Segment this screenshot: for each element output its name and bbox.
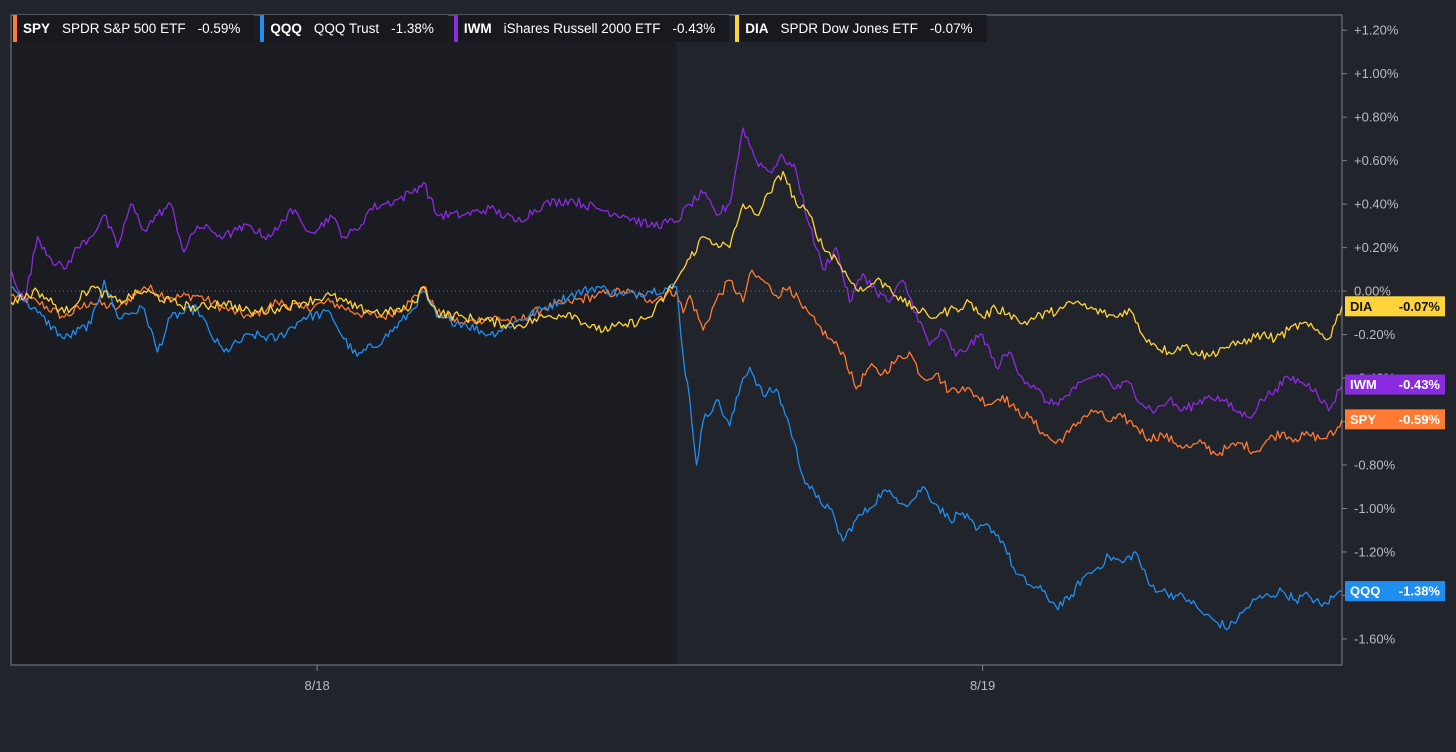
tag-background	[1345, 374, 1445, 395]
x-tick-label: 8/19	[970, 678, 995, 693]
y-tick-label: +0.20%	[1354, 240, 1399, 255]
last-value-tags: SPY -0.59% QQQ -1.38% IWM -0.43% DIA -0.07%	[1345, 296, 1445, 602]
tag-value: -0.59%	[1399, 412, 1441, 427]
series-lines	[10, 127, 1343, 631]
legend-swatch	[735, 15, 740, 42]
legend: SPY SPDR S&P 500 ETF -0.59% QQQ QQQ Trus…	[13, 15, 993, 42]
tag-background	[1345, 296, 1445, 317]
tag-value: -0.43%	[1399, 377, 1441, 392]
legend-item-dia[interactable]: DIA SPDR Dow Jones ETF -0.07%	[735, 15, 987, 42]
y-tick-label: 0.00%	[1354, 284, 1391, 299]
y-tick-label: +1.20%	[1354, 23, 1399, 38]
legend-change: -1.38%	[391, 21, 434, 36]
legend-item-iwm[interactable]: IWM iShares Russell 2000 ETF -0.43%	[453, 15, 730, 42]
tag-symbol: SPY	[1350, 412, 1376, 427]
premarket-shade	[11, 15, 677, 665]
legend-name: SPDR Dow Jones ETF	[780, 21, 918, 36]
legend-name: SPDR S&P 500 ETF	[62, 21, 186, 36]
tag-symbol: IWM	[1350, 377, 1377, 392]
y-axis: +1.20% +1.00% +0.80% +0.60% +0.40% +0.20% 0.00…	[1342, 23, 1399, 646]
y-tick-label: -1.60%	[1354, 631, 1396, 646]
last-value-tag-iwm: IWM -0.43%	[1345, 374, 1445, 395]
legend-symbol: DIA	[745, 21, 769, 36]
legend-name: iShares Russell 2000 ETF	[503, 21, 661, 36]
x-tick-label: 8/18	[304, 678, 329, 693]
legend-change: -0.59%	[197, 21, 241, 36]
x-axis: 8/18 8/19	[304, 665, 995, 693]
legend-swatch	[453, 15, 458, 42]
series-line-iwm[interactable]	[10, 127, 1343, 419]
legend-change: -0.43%	[672, 21, 716, 36]
legend-symbol: IWM	[463, 21, 492, 36]
y-tick-label: -0.20%	[1354, 327, 1396, 342]
legend-name: QQQ Trust	[313, 21, 380, 36]
y-tick-label: +1.00%	[1354, 66, 1399, 81]
y-tick-label: +0.80%	[1354, 110, 1399, 125]
y-tick-label: -1.00%	[1354, 501, 1396, 516]
y-tick-label: -0.80%	[1354, 458, 1396, 473]
legend-swatch	[13, 15, 17, 42]
last-value-tag-dia: DIA -0.07%	[1345, 296, 1445, 317]
legend-change: -0.07%	[929, 21, 973, 36]
tag-symbol: QQQ	[1350, 584, 1380, 599]
legend-symbol: QQQ	[270, 21, 302, 36]
series-line-dia[interactable]	[10, 170, 1343, 360]
y-tick-label: -1.20%	[1354, 544, 1396, 559]
series-line-qqq[interactable]	[10, 279, 1343, 631]
tag-background	[1345, 409, 1445, 430]
legend-swatch	[260, 15, 265, 42]
y-tick-label: +0.60%	[1354, 153, 1399, 168]
legend-symbol: SPY	[23, 21, 51, 36]
tag-value: -0.07%	[1399, 299, 1441, 314]
tag-symbol: DIA	[1350, 299, 1373, 314]
tag-background	[1345, 581, 1445, 602]
last-value-tag-qqq: QQQ -1.38%	[1345, 581, 1445, 602]
y-tick-label: +0.40%	[1354, 197, 1399, 212]
legend-item-spy[interactable]: SPY SPDR S&P 500 ETF -0.59%	[13, 15, 255, 42]
legend-item-qqq[interactable]: QQQ QQQ Trust -1.38%	[260, 15, 448, 42]
tag-value: -1.38%	[1399, 584, 1441, 599]
last-value-tag-spy: SPY -0.59%	[1345, 409, 1445, 430]
